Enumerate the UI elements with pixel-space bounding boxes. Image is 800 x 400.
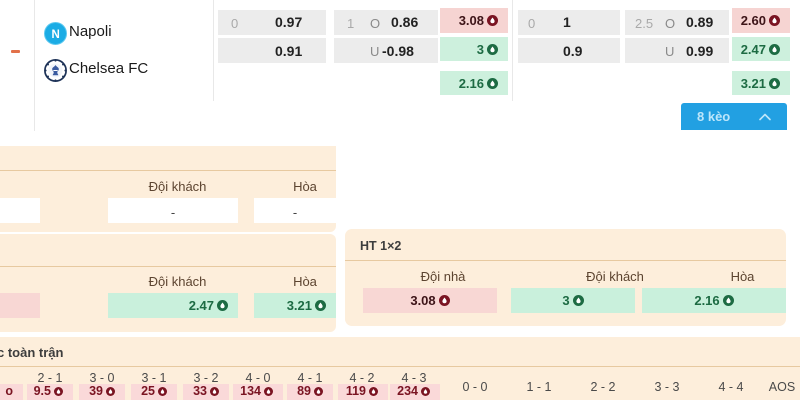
svg-text:N: N: [51, 29, 59, 41]
